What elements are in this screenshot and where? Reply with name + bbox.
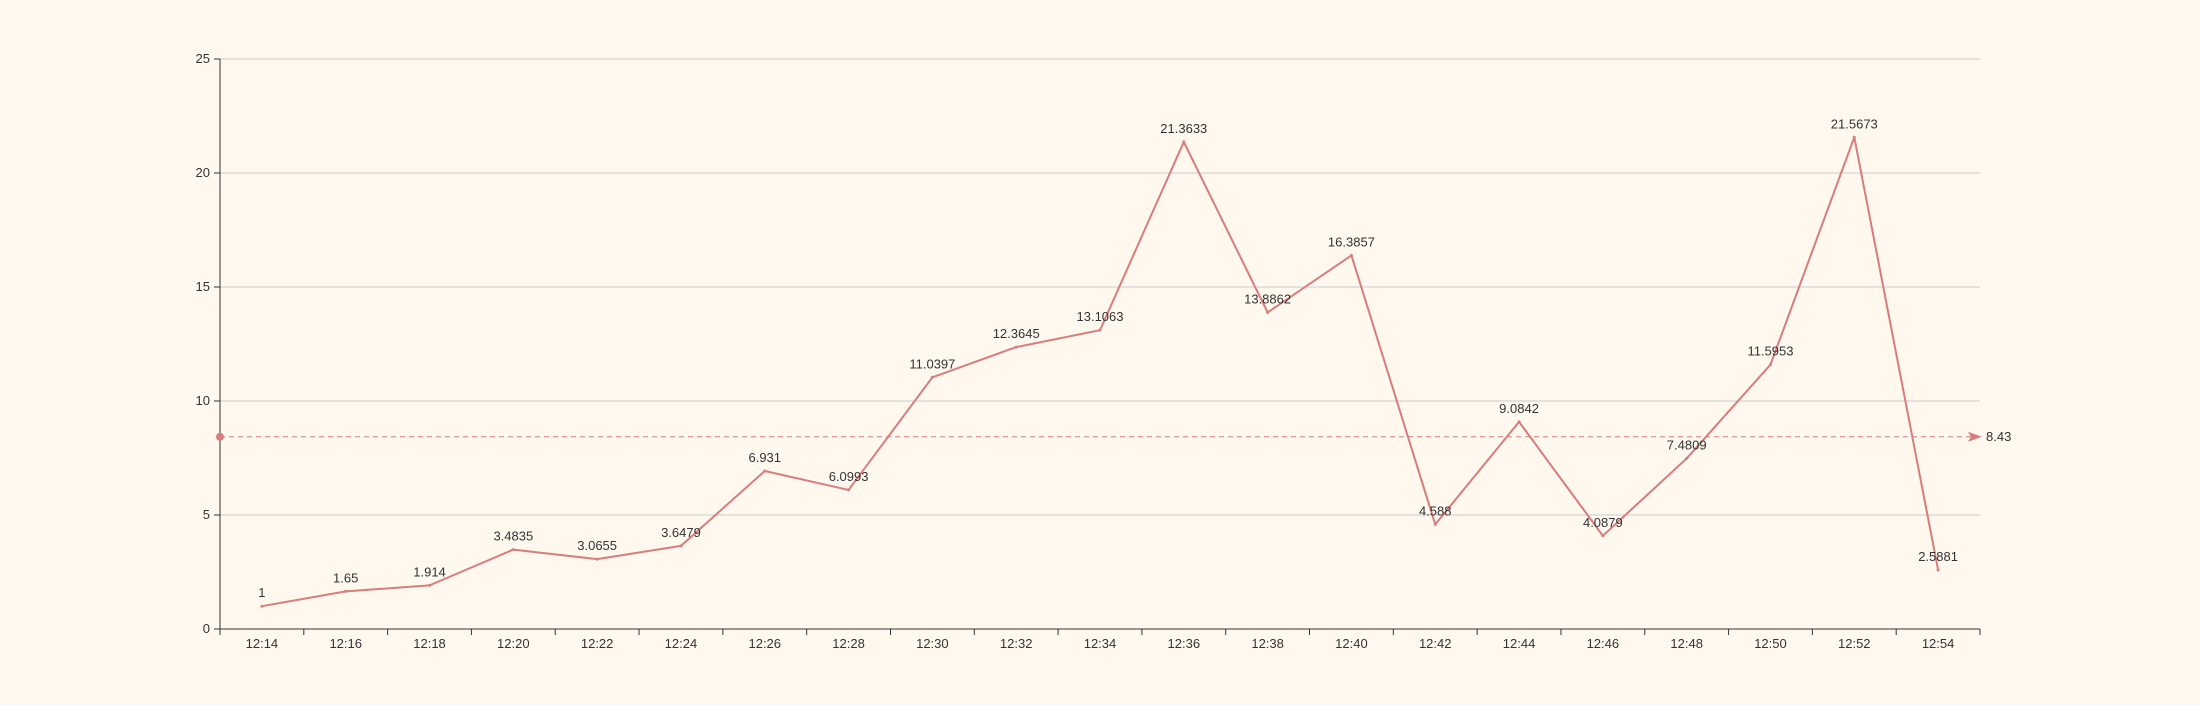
data-label: 2.5881: [1918, 549, 1958, 564]
x-tick-label: 12:40: [1335, 636, 1368, 651]
data-label: 9.0842: [1499, 401, 1539, 416]
data-point: [595, 557, 599, 561]
data-point: [511, 548, 515, 552]
x-tick-label: 12:50: [1754, 636, 1787, 651]
x-tick-label: 12:22: [581, 636, 614, 651]
data-point: [1349, 253, 1353, 257]
x-tick-label: 12:36: [1168, 636, 1201, 651]
x-tick-label: 12:54: [1922, 636, 1955, 651]
grid-layer: [220, 58, 1980, 516]
x-tick-label: 12:32: [1000, 636, 1033, 651]
markline-layer: 8.43: [216, 429, 2011, 444]
y-tick-label: 5: [203, 507, 210, 522]
data-label: 16.3857: [1328, 234, 1375, 249]
x-tick-label: 12:38: [1251, 636, 1284, 651]
data-point: [344, 589, 348, 593]
data-label: 13.8862: [1244, 291, 1291, 306]
x-tick-label: 12:48: [1670, 636, 1703, 651]
x-tick-label: 12:28: [832, 636, 865, 651]
data-point: [679, 544, 683, 548]
y-tick-label: 10: [196, 393, 210, 408]
data-label: 1: [258, 585, 265, 600]
data-point: [1266, 310, 1270, 314]
series-layer: [260, 135, 1940, 608]
x-tick-label: 12:44: [1503, 636, 1536, 651]
data-point: [1517, 420, 1521, 424]
data-point: [1182, 140, 1186, 144]
data-label: 6.0993: [829, 469, 869, 484]
y-tick-label: 15: [196, 279, 210, 294]
data-point: [428, 583, 432, 587]
data-point: [1768, 363, 1772, 367]
mark-line-arrow: [1968, 431, 1982, 442]
data-point: [1685, 456, 1689, 460]
data-label: 1.65: [333, 570, 358, 585]
data-point: [763, 469, 767, 473]
data-point: [260, 604, 264, 608]
y-tick-label: 0: [203, 621, 210, 636]
data-point: [930, 375, 934, 379]
data-label: 3.6479: [661, 525, 701, 540]
data-point: [1601, 534, 1605, 538]
x-tick-label: 12:24: [665, 636, 698, 651]
data-point: [1098, 328, 1102, 332]
data-label: 4.588: [1419, 503, 1452, 518]
data-label: 13.1063: [1077, 309, 1124, 324]
axis-layer: 0 5 10 15 20 25 12:14 12:16 12:18 12:20 12:22 12:24…: [196, 51, 1981, 651]
data-label: 12.3645: [993, 326, 1040, 341]
data-point: [1852, 135, 1856, 139]
x-tick-label: 12:26: [748, 636, 781, 651]
data-point: [1014, 345, 1018, 349]
data-label: 3.4835: [493, 529, 533, 544]
x-tick-label: 12:14: [246, 636, 279, 651]
data-point: [1433, 522, 1437, 526]
y-tick-label: 25: [196, 51, 210, 66]
data-point: [847, 488, 851, 492]
x-tick-label: 12:18: [413, 636, 446, 651]
x-tick-label: 12:42: [1419, 636, 1452, 651]
y-tick-label: 20: [196, 165, 210, 180]
data-label: 3.0655: [577, 538, 617, 553]
mark-line-label: 8.43: [1986, 429, 2011, 444]
x-tick-label: 12:34: [1084, 636, 1117, 651]
data-label: 21.3633: [1160, 121, 1207, 136]
x-tick-label: 12:52: [1838, 636, 1871, 651]
mark-line-start-dot: [216, 432, 224, 441]
x-tick-label: 12:16: [329, 636, 362, 651]
data-label: 6.931: [748, 450, 781, 465]
data-label-layer: 1 1.65 1.914 3.4835 3.0655 3.6479 6.931 6.0993 1…: [258, 116, 1958, 600]
data-label: 7.4809: [1667, 437, 1707, 452]
x-tick-label: 12:46: [1587, 636, 1620, 651]
data-label: 11.5953: [1747, 344, 1793, 359]
data-label: 11.0397: [909, 356, 955, 371]
data-label: 21.5673: [1831, 116, 1878, 131]
data-point: [1936, 568, 1940, 572]
data-label: 1.914: [413, 564, 446, 579]
x-tick-label: 12:30: [916, 636, 949, 651]
data-label: 4.0879: [1583, 515, 1623, 530]
x-tick-label: 12:20: [497, 636, 530, 651]
